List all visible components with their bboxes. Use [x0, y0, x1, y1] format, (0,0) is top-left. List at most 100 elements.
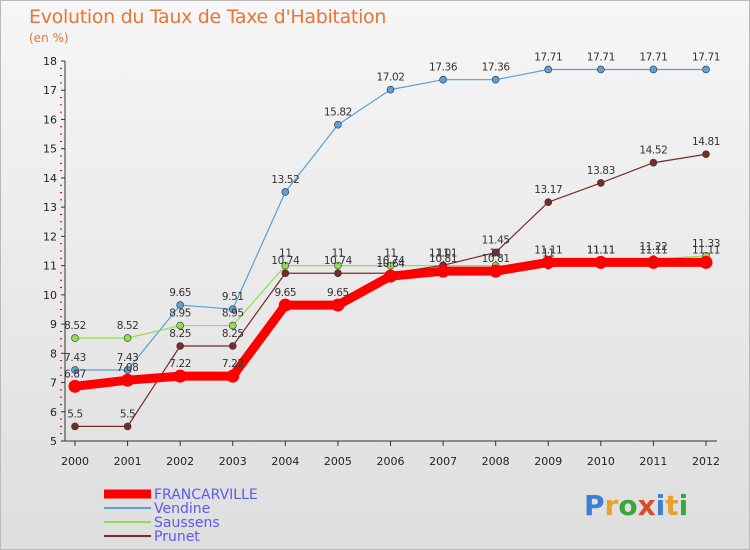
proxiti-logo: Proxiti — [584, 489, 688, 522]
data-point — [544, 65, 553, 74]
data-label: 14.81 — [692, 136, 720, 148]
data-point — [123, 422, 132, 431]
y-tick-label: 15 — [43, 143, 57, 156]
x-tick-label: 2006 — [377, 455, 405, 468]
data-point — [278, 298, 292, 312]
data-point — [386, 261, 395, 270]
x-tick-label: 2009 — [534, 455, 562, 468]
data-point — [228, 321, 237, 330]
data-label: 11.01 — [429, 247, 457, 259]
y-ticks: 5 6 7 8 9 10 11 12 13 14 15 16 17 18 — [43, 55, 65, 448]
logo-letter: t — [665, 489, 679, 522]
data-point — [281, 188, 290, 196]
y-tick-label: 9 — [50, 318, 57, 331]
data-label: 11.33 — [692, 238, 720, 250]
data-point — [386, 85, 395, 94]
data-label: 11 — [384, 248, 397, 260]
x-tick-label: 2000 — [61, 455, 89, 468]
data-label: 11.11 — [534, 244, 562, 256]
data-label: 17.71 — [639, 51, 667, 63]
x-tick-label: 2012 — [692, 455, 720, 468]
y-tick-label: 18 — [43, 55, 57, 68]
x-tick-label: 2001 — [114, 455, 142, 468]
y-tick-label: 11 — [43, 260, 57, 273]
logo-letter: o — [618, 489, 638, 522]
data-point — [384, 269, 397, 283]
data-label: 7.43 — [64, 352, 86, 364]
y-tick-label: 5 — [50, 435, 57, 448]
data-point — [226, 369, 240, 383]
data-point — [702, 150, 710, 159]
y-tick-label: 7 — [50, 377, 57, 390]
data-label: 17.71 — [692, 51, 720, 63]
logo-letter: i — [678, 489, 689, 522]
data-label: 13.52 — [271, 174, 299, 186]
y-tick-label: 13 — [43, 201, 57, 214]
data-point — [489, 264, 503, 278]
data-point — [331, 298, 345, 312]
data-label: 7.22 — [222, 358, 244, 370]
y-tick-label: 10 — [43, 289, 57, 302]
data-point — [68, 379, 82, 393]
data-label: 13.17 — [534, 184, 562, 196]
data-point — [173, 369, 187, 383]
data-label: 5.5 — [120, 408, 136, 420]
legend-label: Saussens — [154, 515, 220, 531]
legend-label: FRANCARVILLE — [154, 487, 258, 503]
data-label: 15.82 — [324, 107, 352, 119]
data-point — [702, 65, 710, 74]
data-point — [281, 261, 290, 270]
x-tick-label: 2010 — [587, 455, 615, 468]
data-label: 11.11 — [587, 244, 615, 256]
y-tick-label: 12 — [43, 230, 57, 243]
data-point — [176, 301, 184, 309]
data-point — [597, 179, 605, 187]
data-point — [436, 264, 450, 278]
data-label: 10.74 — [324, 255, 353, 267]
x-tick-label: 2003 — [219, 455, 247, 468]
data-point — [649, 65, 658, 74]
data-point — [123, 334, 132, 342]
series-line-vendine — [75, 68, 706, 371]
logo-letter: P — [584, 489, 605, 522]
y-tick-label: 16 — [43, 113, 57, 126]
logo-letter: r — [604, 489, 619, 522]
data-point — [699, 255, 713, 269]
data-label: 6.87 — [64, 368, 86, 380]
data-label: 9.65 — [169, 287, 191, 299]
data-point — [544, 198, 553, 206]
data-label: 10.81 — [482, 253, 510, 265]
data-point — [646, 255, 660, 269]
data-point — [491, 248, 500, 257]
data-point — [281, 269, 290, 278]
x-ticks: 2000 2001 2002 2003 2004 2005 2006 2007 2008 2009… — [61, 441, 720, 468]
data-label: 8.52 — [117, 320, 139, 332]
chart-title: Evolution du Taux de Taxe d'Habitation — [29, 6, 387, 28]
data-label: 11.11 — [692, 244, 720, 256]
data-label: 9.65 — [327, 287, 349, 299]
data-point — [71, 334, 79, 342]
data-label: 8.25 — [222, 328, 244, 340]
data-label: 11 — [332, 248, 345, 260]
data-label: 10.64 — [376, 258, 405, 270]
data-point — [649, 158, 658, 167]
x-tick-label: 2011 — [639, 455, 667, 468]
x-tick-label: 2002 — [166, 455, 194, 468]
data-label: 8.25 — [169, 328, 191, 340]
legend-label: Prunet — [154, 529, 200, 545]
data-label: 11.11 — [639, 244, 667, 256]
data-label: 17.36 — [482, 62, 511, 74]
data-point — [71, 366, 79, 374]
data-label: 14.52 — [639, 145, 667, 157]
data-point — [71, 422, 79, 431]
data-label: 8.95 — [169, 308, 191, 320]
data-point — [594, 255, 608, 269]
data-point — [228, 305, 237, 313]
data-point — [491, 75, 500, 84]
data-label: 8.95 — [222, 308, 244, 320]
legend-label: Vendine — [154, 501, 210, 517]
data-label: 11 — [279, 248, 292, 260]
y-tick-label: 6 — [50, 406, 57, 419]
data-label: 5.5 — [67, 408, 83, 420]
